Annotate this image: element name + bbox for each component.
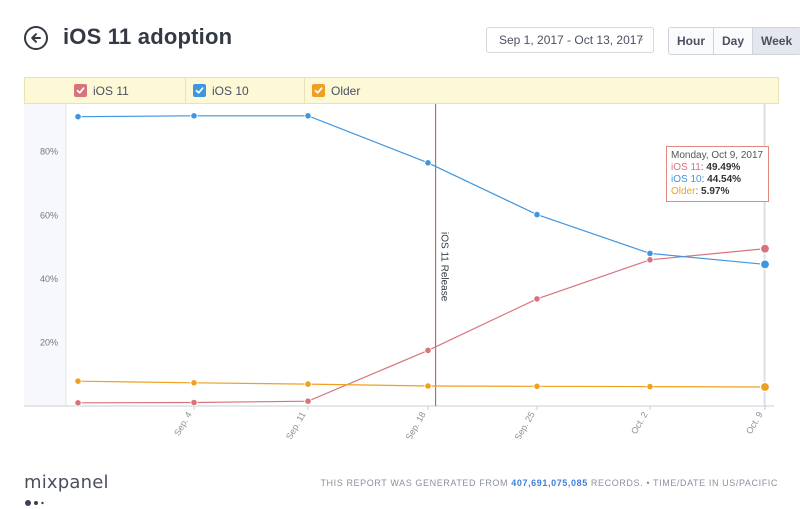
note-prefix: THIS REPORT WAS GENERATED FROM — [320, 478, 512, 488]
x-tick-label: Sep. 4 — [172, 410, 194, 438]
hour-button[interactable]: Hour — [669, 28, 714, 54]
arrow-left-icon — [31, 33, 41, 43]
data-point — [759, 259, 771, 270]
legend-item-ios10[interactable]: iOS 10 — [193, 78, 249, 103]
report-note: THIS REPORT WAS GENERATED FROM 407,691,0… — [320, 478, 778, 488]
footer: mixpanel THIS REPORT WAS GENERATED FROM … — [0, 460, 800, 509]
date-range-value: Sep 1, 2017 - Oct 13, 2017 — [499, 33, 644, 47]
x-tick-label: Sep. 25 — [513, 410, 537, 439]
y-tick-label: 20% — [40, 337, 58, 347]
tooltip-series-value: 49.49% — [706, 162, 741, 173]
legend-item-older[interactable]: Older — [312, 78, 360, 103]
data-point — [74, 377, 82, 385]
data-point — [533, 211, 541, 219]
hover-tooltip: Monday, Oct 9, 2017 iOS 11: 49.49% iOS 1… — [666, 146, 770, 202]
data-point — [646, 382, 654, 391]
data-point — [190, 112, 198, 120]
series-line-older — [77, 380, 766, 388]
day-button[interactable]: Day — [714, 28, 754, 54]
tooltip-series-value: 44.54% — [707, 174, 742, 185]
data-point — [74, 399, 82, 407]
data-point — [190, 398, 198, 407]
legend-label: iOS 10 — [212, 83, 249, 98]
back-button[interactable] — [24, 26, 48, 50]
page-title: iOS 11 adoption — [63, 24, 233, 49]
mixpanel-logo: mixpanel — [24, 472, 109, 506]
tooltip-row-ios10: iOS 10: 44.54% — [671, 174, 742, 185]
checkbox-checked-icon — [74, 84, 87, 97]
data-point — [304, 112, 312, 120]
legend-divider — [185, 78, 186, 103]
data-point — [759, 243, 771, 254]
y-tick-label: 80% — [40, 147, 58, 157]
data-point — [759, 381, 771, 393]
legend-label: Older — [331, 83, 361, 98]
x-tick-label: Sep. 18 — [404, 410, 428, 439]
data-point — [424, 159, 432, 167]
tooltip-row-older: Older: 5.97% — [671, 186, 730, 197]
line-chart: 20% 40% 60% 80% Sep. 4 Sep. 11 Sep. 18 Sep. 25 O… — [24, 104, 780, 439]
tooltip-title: Monday, Oct 9, 2017 — [671, 150, 764, 161]
date-range-picker[interactable]: Sep 1, 2017 - Oct 13, 2017 ⌄ — [486, 27, 654, 53]
legend-label: iOS 11 — [93, 83, 129, 98]
tooltip-series-value: 5.97% — [701, 186, 730, 197]
release-marker-label: iOS 11 Release — [439, 232, 450, 302]
note-suffix: RECORDS. • TIME/DATE IN US/PACIFIC — [587, 478, 778, 488]
header: iOS 11 adoption Sep 1, 2017 - Oct 13, 20… — [0, 0, 800, 75]
y-axis-band — [24, 104, 66, 406]
checkbox-checked-icon — [193, 84, 206, 97]
legend-bar: iOS 11 iOS 10 Older — [24, 77, 779, 104]
data-point — [304, 380, 312, 388]
chevron-down-icon: ⌄ — [636, 33, 645, 44]
tooltip-row-ios11: iOS 11: 49.49% — [671, 162, 741, 173]
tooltip-series-name: iOS 10 — [671, 174, 702, 185]
x-tick-label: Oct. 2 — [629, 410, 650, 436]
x-tick-label: Sep. 11 — [284, 410, 308, 439]
legend-item-ios11[interactable]: iOS 11 — [74, 78, 129, 103]
checkbox-checked-icon — [312, 84, 325, 97]
data-point — [646, 249, 654, 257]
series-line-ios-10 — [77, 115, 766, 265]
data-point — [190, 379, 198, 387]
series-line-ios-11 — [77, 248, 766, 404]
data-point — [533, 295, 541, 303]
x-tick-label: Oct. 9 — [744, 410, 765, 436]
logo-dots-icon — [25, 500, 44, 506]
chart-svg: 20% 40% 60% 80% Sep. 4 Sep. 11 Sep. 18 Sep. 25 O… — [24, 104, 774, 439]
legend-divider — [304, 78, 305, 103]
data-point — [424, 382, 432, 390]
data-point — [646, 256, 654, 264]
data-point — [304, 397, 312, 405]
data-point — [74, 113, 82, 121]
data-point — [533, 382, 541, 390]
data-point — [424, 346, 432, 354]
tooltip-series-name: Older — [671, 186, 696, 197]
tooltip-series-name: iOS 11 — [671, 162, 701, 173]
y-tick-label: 40% — [40, 274, 58, 284]
records-count: 407,691,075,085 — [511, 478, 588, 488]
week-button[interactable]: Week — [753, 28, 800, 54]
brand-name: mixpanel — [24, 472, 109, 493]
granularity-toggle: Hour Day Week — [668, 27, 800, 55]
y-tick-label: 60% — [40, 210, 58, 220]
